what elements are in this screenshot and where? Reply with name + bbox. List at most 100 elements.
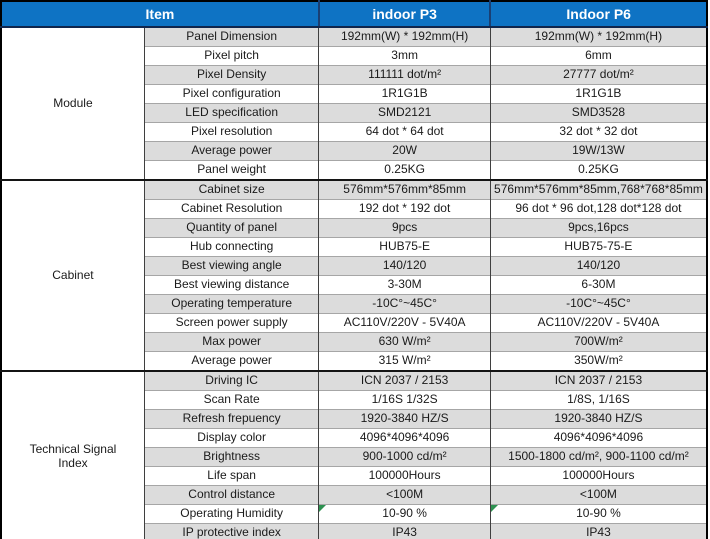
p6-value-cell: AC110V/220V - 5V40A: [489, 313, 707, 333]
p3-value: 140/120: [382, 258, 427, 273]
row-label-cell: Refresh frepuency: [143, 409, 319, 429]
p3-value: 0.25KG: [384, 162, 425, 177]
p6-value-cell: 1R1G1B: [489, 84, 707, 104]
p3-value-cell: ICN 2037 / 2153: [318, 370, 491, 391]
row-label: IP protective index: [182, 525, 281, 539]
row-label-cell: Cabinet size: [143, 179, 319, 200]
p6-value: 32 dot * 32 dot: [559, 124, 638, 139]
p3-value-cell: 1/16S 1/32S: [318, 390, 491, 410]
spec-row: Control distance <100M <100M: [1, 485, 707, 505]
p3-value: 64 dot * 64 dot: [365, 124, 444, 139]
p6-value: 576mm*576mm*85mm,768*768*85mm: [494, 182, 703, 197]
row-label-cell: Operating Humidity: [143, 504, 319, 524]
p6-value-cell: 576mm*576mm*85mm,768*768*85mm: [489, 179, 707, 200]
p6-value: 6-30M: [581, 277, 616, 292]
spec-row: Pixel resolution 64 dot * 64 dot 32 dot * …: [1, 122, 707, 142]
p6-value: HUB75-75-E: [564, 239, 633, 254]
row-label: Pixel configuration: [182, 86, 281, 101]
p6-value-cell: SMD3528: [489, 103, 707, 123]
spec-row: Operating Humidity 10-90 % 10-90 %: [1, 504, 707, 524]
p6-value: AC110V/220V - 5V40A: [537, 315, 660, 330]
p6-value: 192mm(W) * 192mm(H): [534, 29, 663, 44]
p6-value-cell: 6mm: [489, 46, 707, 66]
spec-row: Best viewing distance 3-30M 6-30M: [1, 275, 707, 295]
p6-value: 96 dot * 96 dot,128 dot*128 dot: [515, 201, 682, 216]
row-label-cell: Hub connecting: [143, 237, 319, 257]
p3-value: 20W: [392, 143, 417, 158]
p3-value: 315 W/m²: [378, 353, 431, 368]
row-label: Pixel resolution: [190, 124, 273, 139]
p6-value: 100000Hours: [562, 468, 635, 483]
p3-value: HUB75-E: [379, 239, 430, 254]
p6-value: -10C°~45C°: [566, 296, 631, 311]
p6-value: 1/8S, 1/16S: [567, 392, 630, 407]
spec-row: Brightness 900-1000 cd/m² 1500-1800 cd/m²,…: [1, 447, 707, 467]
p6-value: 350W/m²: [574, 353, 623, 368]
p3-value-cell: 192mm(W) * 192mm(H): [318, 26, 491, 47]
row-label: Pixel Density: [196, 67, 267, 82]
row-label-cell: Driving IC: [143, 370, 319, 391]
p3-value-cell: 900-1000 cd/m²: [318, 447, 491, 467]
p3-value-cell: 0.25KG: [318, 160, 491, 180]
row-label: Life span: [207, 468, 256, 483]
row-label: Cabinet size: [198, 182, 265, 197]
spec-row: Best viewing angle 140/120 140/120: [1, 256, 707, 276]
row-label: Quantity of panel: [186, 220, 277, 235]
p6-value-cell: <100M: [489, 485, 707, 505]
p6-value-cell: 140/120: [489, 256, 707, 276]
p6-value-cell: 19W/13W: [489, 141, 707, 161]
p6-value-cell: 0.25KG: [489, 160, 707, 180]
row-label-cell: Brightness: [143, 447, 319, 467]
p3-value: 576mm*576mm*85mm: [343, 182, 466, 197]
p6-value: SMD3528: [571, 105, 626, 120]
row-label-cell: Panel weight: [143, 160, 319, 180]
p6-value: 0.25KG: [578, 162, 619, 177]
group-cell-module: Module: [1, 26, 145, 180]
row-label-cell: Average power: [143, 141, 319, 161]
p3-value-cell: AC110V/220V - 5V40A: [318, 313, 491, 333]
p6-value: <100M: [579, 487, 617, 502]
p6-value: 6mm: [585, 48, 612, 63]
p3-value: 10-90 %: [382, 506, 427, 521]
p6-value-cell: 32 dot * 32 dot: [489, 122, 707, 142]
p6-value: 19W/13W: [572, 143, 625, 158]
row-label: Average power: [191, 143, 272, 158]
p3-value-cell: -10C°~45C°: [318, 294, 491, 314]
spec-row: Pixel Density 111111 dot/m² 27777 dot/m²: [1, 65, 707, 85]
p6-value-cell: 1/8S, 1/16S: [489, 390, 707, 410]
p3-value-cell: 630 W/m²: [318, 332, 491, 352]
cell-corner-marker-icon: [491, 505, 498, 512]
p3-value: 111111 dot/m²: [368, 67, 442, 82]
row-label: Best viewing angle: [181, 258, 282, 273]
p3-value: 3mm: [391, 48, 418, 63]
p3-value-cell: 3mm: [318, 46, 491, 66]
row-label: Panel weight: [197, 162, 266, 177]
row-label: Operating temperature: [171, 296, 292, 311]
p3-value-cell: 100000Hours: [318, 466, 491, 486]
p3-value: -10C°~45C°: [372, 296, 437, 311]
spec-row: Pixel pitch 3mm 6mm: [1, 46, 707, 66]
row-label-cell: Operating temperature: [143, 294, 319, 314]
row-label: Max power: [202, 334, 261, 349]
p3-value-cell: 140/120: [318, 256, 491, 276]
p3-value: 630 W/m²: [378, 334, 431, 349]
group-cell-technical-signal-index: Technical Signal Index: [1, 370, 145, 539]
row-label: Operating Humidity: [180, 506, 283, 521]
row-label-cell: IP protective index: [143, 523, 319, 539]
spec-row: Operating temperature -10C°~45C° -10C°~45C…: [1, 294, 707, 314]
p6-value: 1500-1800 cd/m², 900-1100 cd/m²: [508, 449, 689, 464]
p6-value-cell: 4096*4096*4096: [489, 428, 707, 448]
p3-value: ICN 2037 / 2153: [360, 373, 449, 388]
spec-row: Pixel configuration 1R1G1B 1R1G1B: [1, 84, 707, 104]
spec-row: Technical Signal Index Driving IC ICN 2037…: [1, 370, 707, 539]
spec-row: Panel weight 0.25KG 0.25KG: [1, 160, 707, 180]
p3-value: 192mm(W) * 192mm(H): [340, 29, 469, 44]
row-label: Cabinet Resolution: [180, 201, 283, 216]
spec-row: LED specification SMD2121 SMD3528: [1, 103, 707, 123]
spec-row: Cabinet Resolution 192 dot * 192 dot 96 do…: [1, 199, 707, 219]
p6-value: 27777 dot/m²: [563, 67, 634, 82]
row-label-cell: LED specification: [143, 103, 319, 123]
p3-value-cell: <100M: [318, 485, 491, 505]
p6-value-cell: 9pcs,16pcs: [489, 218, 707, 238]
